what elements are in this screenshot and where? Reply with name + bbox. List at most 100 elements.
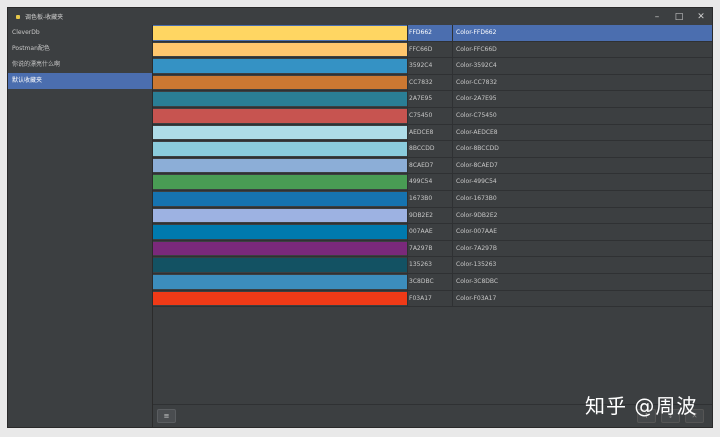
sidebar-item[interactable]: Postman配色 <box>12 45 50 52</box>
color-name: Color-CC7832 <box>456 78 498 86</box>
color-name: Color-499C54 <box>456 178 497 186</box>
swatch-cell <box>153 174 408 190</box>
menu-button[interactable]: ≡ <box>157 409 176 423</box>
color-swatch <box>153 291 407 306</box>
color-row[interactable]: 8CAED7 Color-8CAED7 <box>153 157 712 175</box>
color-row[interactable]: C75450 Color-C75450 <box>153 107 712 125</box>
color-name: Color-7A297B <box>456 244 497 252</box>
hex-value: 135263 <box>408 257 453 273</box>
swatch-cell <box>153 141 408 157</box>
color-swatch <box>153 274 407 289</box>
color-swatch <box>153 42 407 57</box>
hex-value: C75450 <box>408 107 453 124</box>
swatch-cell <box>153 273 408 290</box>
color-table: FFD662 Color-FFD662 FFC66D Color-FFC66D 3592… <box>153 25 712 308</box>
color-row[interactable]: 9DB2E2 Color-9DB2E2 <box>153 207 712 225</box>
color-list-panel: FFD662 Color-FFD662 FFC66D Color-FFC66D 3592… <box>153 25 712 427</box>
hex-value: 8CAED7 <box>408 157 453 174</box>
color-name: Color-FFC66D <box>456 45 497 53</box>
color-name: Color-C75450 <box>456 111 497 119</box>
swatch-cell <box>153 91 408 107</box>
color-row[interactable]: F03A17 Color-F03A17 <box>153 290 712 308</box>
swatch-cell <box>153 124 408 141</box>
maximize-button[interactable]: □ <box>674 11 684 22</box>
move-up-icon[interactable]: ↑ <box>637 409 656 423</box>
color-swatch <box>153 26 407 40</box>
color-name: Color-8BCCDD <box>456 145 499 153</box>
color-row[interactable]: 3592C4 Color-3592C4 <box>153 58 712 75</box>
hex-value: F03A17 <box>408 290 453 307</box>
color-row[interactable]: 135263 Color-135263 <box>153 257 712 274</box>
app-icon <box>16 14 20 19</box>
bottom-toolbar: ≡ ↑ ↓ ✕ <box>153 404 712 427</box>
swatch-cell <box>153 107 408 124</box>
color-row[interactable]: 7A297B Color-7A297B <box>153 240 712 258</box>
hex-value: 7A297B <box>408 240 453 257</box>
color-swatch <box>153 158 407 173</box>
sidebar-item[interactable]: 默认收藏夹 <box>8 73 152 89</box>
color-row[interactable]: 007AAE Color-007AAE <box>153 224 712 241</box>
hex-value: 1673B0 <box>408 190 453 207</box>
swatch-cell <box>153 290 408 307</box>
sidebar-item[interactable]: CleverDb <box>12 29 40 36</box>
color-row[interactable]: 8BCCDD Color-8BCCDD <box>153 141 712 158</box>
color-name: Color-AEDCE8 <box>456 128 498 136</box>
minimize-button[interactable]: – <box>654 11 660 22</box>
hex-value: CC7832 <box>408 74 453 91</box>
color-name: Color-3C8DBC <box>456 277 499 285</box>
move-down-icon[interactable]: ↓ <box>661 409 680 423</box>
palette-window: 调色板-收藏夹 – □ ✕ CleverDb Postman配色你说的漂亮什么啊默… <box>7 7 713 428</box>
title-bar: 调色板-收藏夹 – □ ✕ <box>8 8 712 26</box>
swatch-cell <box>153 224 408 240</box>
hex-value: AEDCE8 <box>408 124 453 141</box>
color-name: Color-FFD662 <box>456 29 497 36</box>
color-row[interactable]: 499C54 Color-499C54 <box>153 174 712 191</box>
hex-value: 3592C4 <box>408 58 453 74</box>
color-row[interactable]: FFD662 Color-FFD662 <box>153 25 712 42</box>
color-swatch <box>153 142 407 156</box>
color-name: Color-2A7E95 <box>456 95 497 103</box>
color-swatch <box>153 92 407 106</box>
hex-value: 3C8DBC <box>408 273 453 290</box>
close-button[interactable]: ✕ <box>697 11 705 22</box>
swatch-cell <box>153 58 408 74</box>
color-swatch <box>153 208 407 223</box>
swatch-cell <box>153 25 408 41</box>
color-swatch <box>153 225 407 239</box>
color-swatch <box>153 59 407 73</box>
swatch-cell <box>153 257 408 273</box>
window-title: 调色板-收藏夹 <box>25 14 64 21</box>
hex-value: 499C54 <box>408 174 453 190</box>
hex-value: 2A7E95 <box>408 91 453 107</box>
swatch-cell <box>153 157 408 174</box>
color-row[interactable]: 3C8DBC Color-3C8DBC <box>153 273 712 291</box>
color-swatch <box>153 241 407 256</box>
color-row[interactable]: 2A7E95 Color-2A7E95 <box>153 91 712 108</box>
color-row[interactable]: FFC66D Color-FFC66D <box>153 41 712 59</box>
color-swatch <box>153 108 407 123</box>
hex-value: 9DB2E2 <box>408 207 453 224</box>
sidebar-item[interactable]: 你说的漂亮什么啊 <box>12 61 61 68</box>
hex-value: 8BCCDD <box>408 141 453 157</box>
hex-value: FFD662 <box>408 25 453 41</box>
watermark: 知乎 @周波 <box>585 394 698 418</box>
color-name: Color-8CAED7 <box>456 161 498 169</box>
hex-value: 007AAE <box>408 224 453 240</box>
color-row[interactable]: 1673B0 Color-1673B0 <box>153 190 712 208</box>
delete-icon[interactable]: ✕ <box>685 409 704 423</box>
color-name: Color-1673B0 <box>456 194 497 202</box>
color-row[interactable]: AEDCE8 Color-AEDCE8 <box>153 124 712 142</box>
color-row[interactable]: CC7832 Color-CC7832 <box>153 74 712 92</box>
color-name: Color-3592C4 <box>456 62 497 70</box>
color-name: Color-135263 <box>456 261 497 269</box>
color-swatch <box>153 175 407 189</box>
swatch-cell <box>153 240 408 257</box>
swatch-cell <box>153 41 408 58</box>
swatch-cell <box>153 74 408 91</box>
color-name: Color-F03A17 <box>456 294 497 302</box>
color-name: Color-9DB2E2 <box>456 211 498 219</box>
color-swatch <box>153 125 407 140</box>
hex-value: FFC66D <box>408 41 453 58</box>
swatch-cell <box>153 190 408 207</box>
color-swatch <box>153 258 407 272</box>
